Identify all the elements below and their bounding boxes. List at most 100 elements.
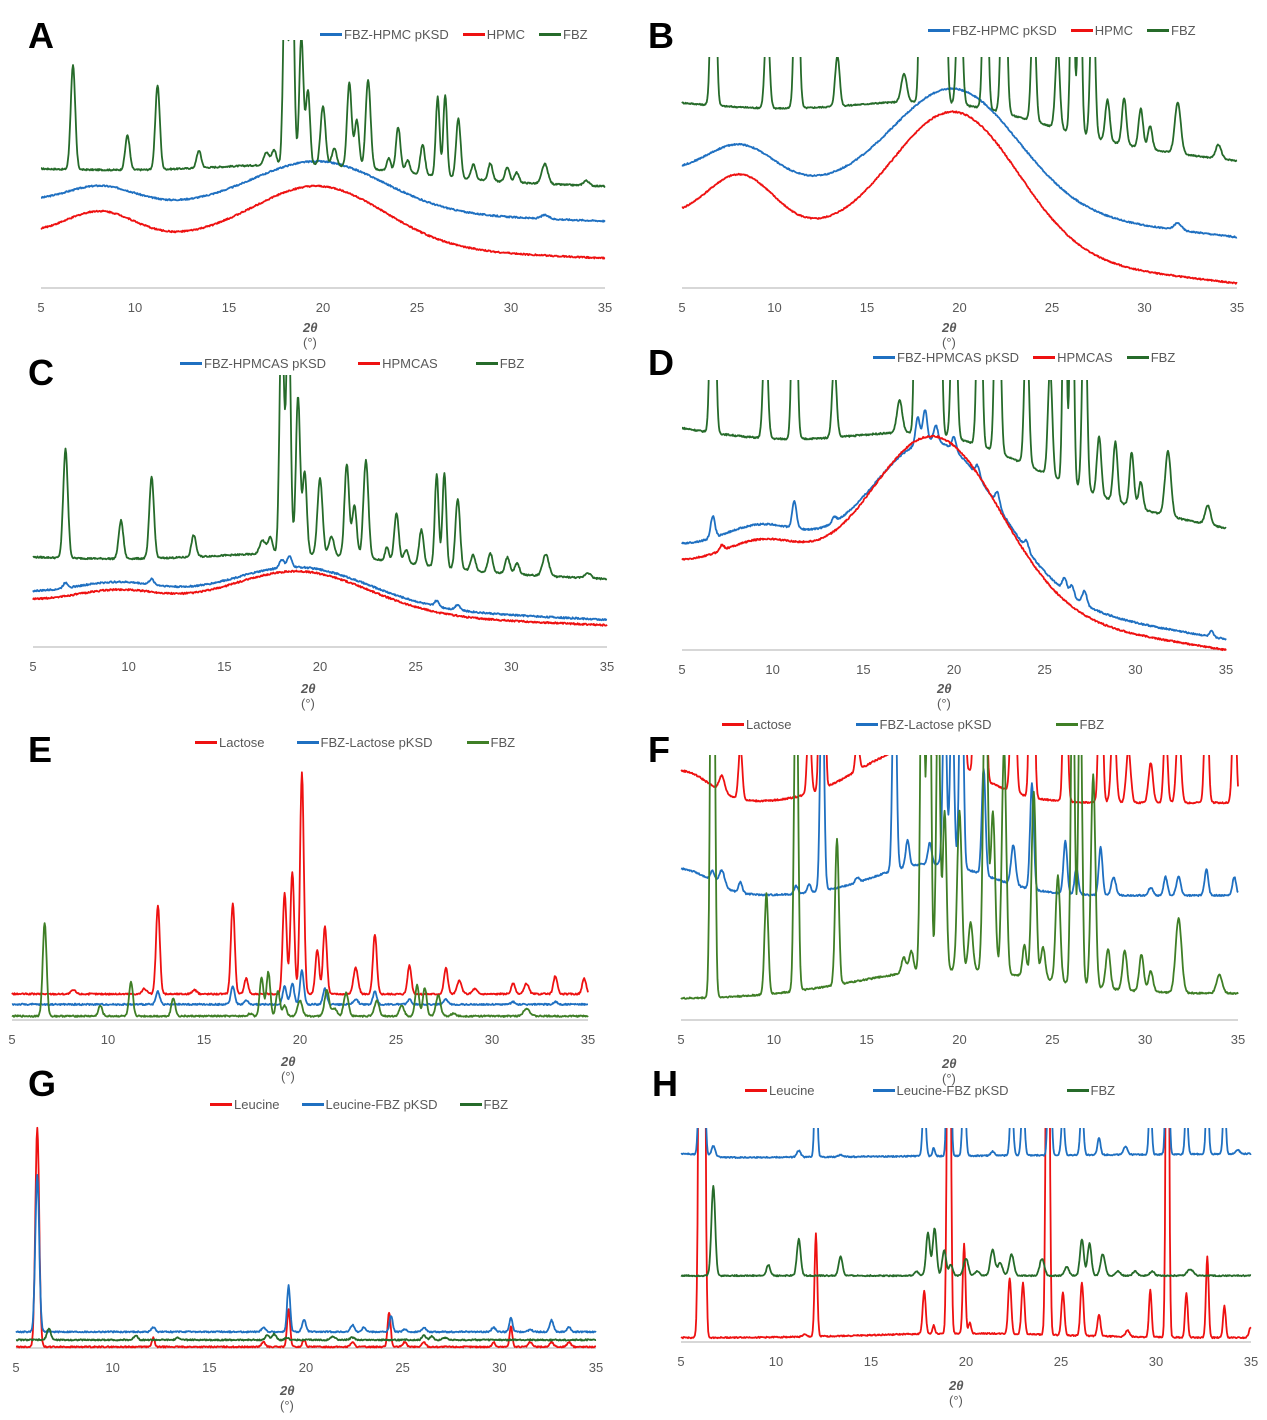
legend-swatch-blue [296, 741, 319, 744]
series-line-lactose [11, 771, 589, 996]
legend-item: HPMC [1070, 23, 1134, 38]
legend-label: FBZ [490, 735, 516, 750]
legend-item: FBZ [459, 1097, 508, 1112]
legend-label: HPMCAS [1057, 350, 1113, 365]
legend-swatch-red [1070, 29, 1093, 32]
x-tick-label: 5 [677, 1354, 684, 1369]
x-axis-label: 2θ (°) [937, 681, 952, 711]
panel-letter: C [28, 352, 54, 393]
x-tick-label: 35 [581, 1032, 595, 1047]
x-tick-label: 15 [864, 1354, 878, 1369]
legend-item: HPMCAS [1033, 350, 1113, 365]
legend-label: FBZ [499, 356, 525, 371]
series-line-hpmcas [681, 434, 1227, 652]
legend: Leucine Leucine-FBZ pKSD FBZ [745, 1083, 1115, 1098]
series-line-hpmc [40, 184, 606, 260]
x-axis-label: 2θ (°) [942, 1056, 957, 1086]
xrd-plot-h: 5 10 15 20 25 30 35 [677, 1128, 1258, 1369]
panel-letter: B [648, 15, 674, 56]
panel-letter: E [28, 729, 53, 770]
x-tick-label: 20 [293, 1032, 307, 1047]
series-line-leucine-fbz-pksd [15, 1174, 597, 1334]
legend-item: FBZ-Lactose pKSD [296, 735, 433, 750]
x-tick-label: 30 [1138, 1032, 1152, 1047]
series-line-fbz-hpmcas-pksd [681, 409, 1227, 641]
legend-swatch-green [475, 362, 498, 365]
x-tick-label: 10 [101, 1032, 115, 1047]
xrd-plot-e: 5 10 15 20 25 30 35 [8, 771, 595, 1047]
x-tick-label: 20 [947, 662, 961, 677]
x-tick-label: 30 [1128, 662, 1142, 677]
series-line-fbz [680, 1185, 1252, 1278]
x-axis-label: 2θ (°) [942, 320, 957, 350]
legend-item: HPMCAS [358, 356, 438, 371]
legend-swatch-green [1147, 29, 1170, 32]
legend-swatch-red [358, 362, 381, 365]
legend-label: FBZ [1171, 23, 1196, 38]
legend-label: Lactose [746, 717, 792, 732]
series-line-fbz-lactose-pksd [11, 969, 589, 1007]
legend-item: Leucine [745, 1083, 815, 1098]
x-tick-label: 30 [492, 1360, 506, 1375]
x-tick-label: 10 [105, 1360, 119, 1375]
series-line-hpmcas [32, 569, 608, 627]
legend-label: HPMC [1094, 23, 1134, 38]
legend-item: Lactose [195, 735, 265, 750]
legend-swatch-blue [873, 356, 895, 359]
series-line-fbz [15, 1327, 597, 1342]
x-tick-label: 30 [1149, 1354, 1163, 1369]
series-line-fbz [11, 922, 589, 1018]
legend-item: FBZ [475, 356, 525, 371]
xrd-plot-d: 5 10 15 20 25 30 35 [678, 380, 1233, 677]
legend-item: FBZ [539, 27, 588, 42]
x-tick-label: 35 [598, 300, 612, 315]
legend-swatch-blue [320, 33, 342, 36]
panel-letter: H [652, 1063, 678, 1104]
legend-item: FBZ-HPMCAS pKSD [873, 350, 1019, 365]
x-tick-label: 15 [860, 300, 874, 315]
legend-label: Leucine-FBZ pKSD [325, 1097, 438, 1112]
legend-item: FBZ [1066, 1083, 1115, 1098]
x-axis-label: 2θ (°) [949, 1378, 964, 1408]
x-tick-label: 20 [299, 1360, 313, 1375]
legend-swatch-green [1126, 356, 1149, 359]
legend: FBZ-HPMC pKSD HPMC FBZ [928, 23, 1196, 38]
legend-swatch-blue [301, 1103, 324, 1106]
x-tick-label: 25 [410, 300, 424, 315]
x-tick-label: 10 [769, 1354, 783, 1369]
legend-label: FBZ-Lactose pKSD [879, 717, 992, 732]
x-tick-label: 10 [767, 300, 781, 315]
legend-label: HPMC [486, 27, 526, 42]
series-line-leucine-fbz-pksd [680, 1128, 1252, 1159]
panel-letter: D [648, 342, 674, 383]
x-tick-label: 35 [1230, 300, 1244, 315]
legend-label: Lactose [219, 735, 265, 750]
legend-item: FBZ-Lactose pKSD [855, 717, 992, 732]
x-tick-label: 5 [677, 1032, 684, 1047]
x-axis-label: 2θ (°) [303, 320, 318, 350]
x-tick-label: 35 [1231, 1032, 1245, 1047]
legend-label: HPMCAS [382, 356, 438, 371]
panel-letter: A [28, 15, 54, 56]
x-tick-label: 10 [128, 300, 142, 315]
series-line-fbz-hpmc-pksd [681, 87, 1238, 239]
legend-label: FBZ-HPMC pKSD [344, 27, 449, 42]
x-tick-label: 30 [485, 1032, 499, 1047]
x-tick-label: 30 [1137, 300, 1151, 315]
legend-swatch-green [466, 741, 489, 744]
xrd-plot-f: 5 10 15 20 25 30 35 [677, 755, 1245, 1047]
legend-swatch-red [722, 723, 744, 726]
series-line-fbz [681, 57, 1238, 163]
x-tick-label: 35 [1244, 1354, 1258, 1369]
legend-swatch-red [210, 1103, 232, 1106]
legend-label: Leucine [769, 1083, 815, 1098]
panel-letter: F [648, 729, 670, 770]
legend-label: FBZ [1079, 717, 1105, 732]
xrd-plot-g: 5 10 15 20 25 30 35 [12, 1126, 603, 1375]
x-tick-label: 25 [1054, 1354, 1068, 1369]
legend-item: Lactose [722, 717, 792, 732]
legend-swatch-green [539, 33, 562, 36]
legend-item: Leucine-FBZ pKSD [301, 1097, 438, 1112]
legend-item: FBZ-HPMCAS pKSD [180, 356, 326, 371]
legend: FBZ-HPMC pKSD HPMC FBZ [320, 27, 588, 42]
